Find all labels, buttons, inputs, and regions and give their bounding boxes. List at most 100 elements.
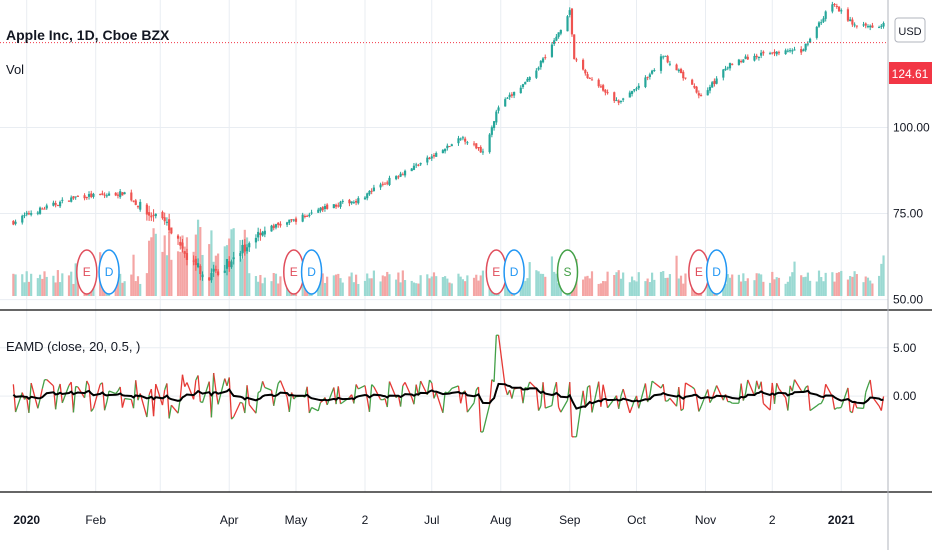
candle-body [506,97,509,99]
volume-bar [56,270,59,296]
oscillator-segment [213,372,217,391]
candle-body [846,9,850,21]
candle-body [590,79,594,81]
candle-body [132,200,135,202]
oscillator-segment [155,383,164,406]
oscillator-segment [246,385,250,405]
candle-body [199,265,202,275]
candle-body [388,177,391,185]
volume-bar [662,271,665,296]
oscillator-segment [466,402,475,413]
oscillator-segment [324,397,328,406]
oscillator-segment [535,388,540,411]
volume-bar [679,275,683,296]
candle-body [878,27,881,29]
volume-bar [272,273,275,296]
volume-bar [123,281,126,296]
candle-body [815,26,818,38]
oscillator-segment [691,386,695,390]
oscillator-segment [862,392,867,409]
volume-bar [370,278,373,296]
volume-bar [183,246,186,296]
volume-bar [257,281,260,296]
oscillator-segment [787,385,791,411]
volume-bar [809,280,812,296]
volume-label[interactable]: Vol [6,62,24,77]
volume-bar [635,281,638,296]
symbol-title[interactable]: Apple Inc, 1D, Cboe BZX [6,27,170,43]
volume-bar [866,277,870,296]
volume-bar [637,272,640,296]
volume-bar [332,275,335,296]
oscillator-tick-label: 0.00 [893,389,917,403]
price-axis[interactable]: 100.00 75.00 50.00 5.00 0.00 [893,120,930,403]
oscillator-segment [602,384,606,396]
currency-button[interactable]: USD [894,17,926,43]
candle-body [52,202,55,206]
oscillator-segment [526,381,531,389]
candle-body [566,16,569,32]
candle-body [85,197,88,199]
candle-body [379,184,382,188]
oscillator-segment [818,402,822,405]
volume-bar [597,283,600,296]
candle-body [604,89,607,93]
oscillator-segment [279,380,288,398]
candle-body [412,165,416,170]
volume-bar [41,278,44,296]
oscillator-segment [569,382,573,437]
candle-body [426,157,429,163]
volume-bar [419,275,422,296]
candle-body [806,43,809,45]
oscillator-segment [598,381,602,407]
candle-body [653,69,656,71]
candle-body [588,78,591,80]
oscillator-segment [259,381,264,392]
volume-bar [337,273,340,296]
candle-body [430,156,433,159]
candle-body [622,98,625,100]
volume-bar [555,273,558,296]
candle-body [435,153,438,157]
oscillator-segment [482,404,491,433]
volume-bar [383,276,387,296]
volume-bar [837,272,841,296]
candle-body [303,215,306,217]
candle-body [497,107,500,111]
candle-body [711,82,714,88]
volume-bar [771,271,774,296]
candle-body [833,3,836,5]
candle-body [615,100,618,102]
time-axis[interactable]: 2020 Feb Apr May 2 Jul Aug Sep Oct Nov 2 2021 [13,513,855,527]
volume-bar [319,280,322,296]
oscillator-segment [776,382,780,390]
candle-body [762,51,765,54]
volume-bar [613,275,616,296]
candle-body [403,170,407,176]
candle-body [479,147,482,153]
oscillator-segment [46,379,54,387]
volume-bar [379,281,382,296]
oscillator-segment [709,398,713,403]
oscillator-segment [816,403,820,407]
volume-bar [535,270,538,296]
oscillator-segment [685,382,693,388]
volume-bar [397,272,400,296]
volume-bar [831,272,834,296]
oscillator-segment [192,380,197,400]
oscillator-segment [70,382,75,413]
volume-bar [466,275,469,296]
candle-body [185,253,189,260]
oscillator-segment [651,380,655,384]
candle-body [154,213,157,217]
candle-body [90,193,93,198]
candle-body [136,206,140,208]
candle-body [415,164,418,166]
indicator-label[interactable]: EAMD (close, 20, 0.5, ) [6,339,140,354]
volume-bar [668,274,671,296]
time-tick-label: May [285,513,308,527]
candle-body [248,243,251,248]
volume-bar [76,281,79,296]
candle-body [492,121,496,128]
